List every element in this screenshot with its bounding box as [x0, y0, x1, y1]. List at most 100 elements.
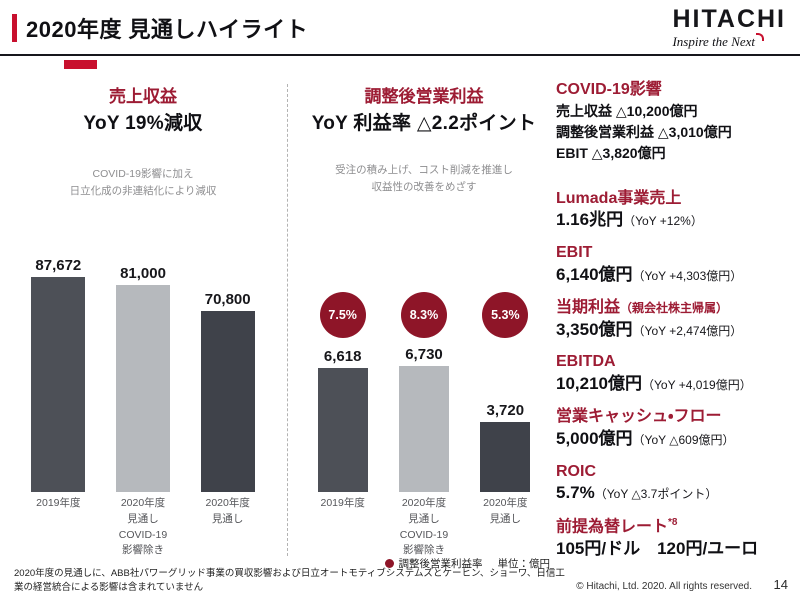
margin-ratio-row: 7.5% 8.3% 5.3%	[302, 292, 546, 338]
margin-ratio-badge: 8.3%	[400, 292, 447, 338]
bar	[200, 311, 255, 492]
bar-value-label: 6,730	[405, 345, 443, 363]
bar-group: 6,618	[302, 342, 383, 492]
axis-category-label: 2019年度	[36, 497, 81, 509]
bar-value-label: 70,800	[204, 291, 251, 309]
page-title: 2020年度 見通しハイライト	[26, 17, 309, 42]
bar	[317, 367, 368, 492]
kpi-heading-footnote-ref: *8	[668, 517, 678, 529]
kpi-panel: COVID-19影響 売上収益 △10,200億円 調整後営業利益 △3,010…	[556, 70, 796, 600]
kpi-item-ebit: EBIT 6,140億円（YoY +4,303億円）	[556, 243, 796, 287]
margin-ratio-slot: 8.3%	[383, 292, 464, 338]
bar	[480, 422, 531, 492]
profit-legend: 調整後営業利益率 単位：億円	[384, 556, 551, 571]
kpi-value: 105円/ドル 120円/ユーロ	[556, 539, 759, 559]
margin-ratio-slot: 7.5%	[302, 292, 383, 338]
kpi-valueline: 1.16兆円（YoY +12%）	[556, 209, 796, 232]
kpi-heading: Lumada事業売上	[556, 189, 682, 207]
bar-value-label: 87,672	[35, 257, 82, 274]
kpi-line: 売上収益 △10,200億円	[556, 102, 698, 119]
title-block: 2020年度 見通しハイライト	[12, 12, 308, 44]
kpi-valueline: 6,140億円（YoY +4,303億円）	[556, 264, 796, 287]
kpi-line: 調整後営業利益 △3,010億円	[556, 124, 732, 141]
profit-chart: 6,618 6,730 3,720	[302, 342, 546, 492]
bar	[31, 277, 86, 492]
profit-heading: 調整後営業利益	[364, 87, 484, 106]
kpi-heading-text: 前提為替レート	[556, 518, 669, 536]
bar	[398, 365, 449, 492]
bar-group: 3,720	[465, 342, 546, 492]
kpi-note: （YoY +4,303億円）	[632, 268, 743, 283]
footnote: 2020年度の見通しに、ABB社パワーグリッド事業の買収影響および日立オートモテ…	[14, 568, 565, 593]
revenue-yoy: YoY 19%減収	[83, 113, 203, 134]
revenue-axis-labels: 2019年度 2020年度 見通し COVID-19 影響除き 2020年度 見…	[16, 496, 270, 559]
tagline-text: Inspire the Next	[672, 34, 756, 49]
kpi-valueline: 3,350億円（YoY +2,474億円）	[556, 319, 796, 342]
kpi-valueline: 5,000億円（YoY △609億円）	[556, 428, 796, 451]
kpi-valueline: 5.7%（YoY △3.7ポイント）	[556, 482, 796, 505]
kpi-heading: 営業キャッシュ・フロー	[556, 407, 722, 425]
copyright: © Hitachi, Ltd. 2020. All rights reserve…	[576, 581, 752, 592]
kpi-heading-text: 当期利益	[556, 298, 621, 316]
legend-dot-icon	[384, 559, 394, 568]
axis-category-label: 2020年度 見通し COVID-19 影響除き	[399, 497, 449, 557]
margin-ratio-badge: 5.3%	[482, 292, 529, 338]
axis-category-label: 2019年度	[320, 497, 365, 509]
kpi-value: 10,210億円	[556, 374, 642, 394]
kpi-value: 5.7%	[556, 483, 595, 503]
revenue-heading: 売上収益	[109, 87, 177, 106]
bar-group: 81,000	[101, 257, 186, 492]
hitachi-tagline: Inspire the Next	[672, 33, 786, 50]
axis-category-label: 2020年度 見通し	[483, 497, 528, 525]
kpi-item-lumada: Lumada事業売上 1.16兆円（YoY +12%）	[556, 189, 796, 233]
kpi-heading: ROIC	[556, 462, 596, 480]
revenue-note: COVID-19影響に加え 日立化成の非連結化により減収	[69, 168, 217, 197]
kpi-value: 1.16兆円	[556, 210, 624, 230]
profit-note: 受注の積み上げ、コスト削減を推進し 収益性の改善をめざす	[335, 164, 513, 193]
profit-section: 調整後営業利益 YoY 利益率 △2.2ポイント 受注の積み上げ、コスト削減を推…	[298, 70, 550, 600]
axis-category-label: 2020年度 見通し COVID-19 影響除き	[118, 497, 168, 557]
page-number: 14	[773, 577, 788, 592]
kpi-valueline: 105円/ドル 120円/ユーロ	[556, 538, 796, 561]
axis-category-label: 2020年度 見通し	[205, 497, 250, 525]
title-accent-bar	[12, 14, 17, 42]
hitachi-logo: HITACHI	[672, 5, 786, 33]
kpi-heading: 当期利益（親会社株主帰属）	[556, 298, 796, 319]
bar-value-label: 6,618	[323, 347, 362, 365]
red-accent-square	[64, 60, 97, 69]
kpi-value: 6,140億円	[556, 264, 633, 284]
tagline-swoosh-icon	[756, 33, 765, 41]
bar-value-label: 81,000	[120, 265, 166, 283]
hitachi-logo-block: HITACHI Inspire the Next	[672, 7, 786, 50]
kpi-item-net-income: 当期利益（親会社株主帰属） 3,350億円（YoY +2,474億円）	[556, 298, 796, 342]
kpi-note: （YoY +12%）	[623, 214, 703, 229]
kpi-heading: COVID-19影響	[556, 81, 662, 98]
bar-value-label: 3,720	[486, 402, 525, 420]
kpi-value: 3,350億円	[556, 319, 633, 339]
slide-header: 2020年度 見通しハイライト HITACHI Inspire the Next	[0, 0, 800, 56]
revenue-section: 売上収益 YoY 19%減収 COVID-19影響に加え 日立化成の非連結化によ…	[12, 70, 274, 600]
kpi-heading: EBITDA	[556, 353, 616, 371]
profit-axis-labels: 2019年度 2020年度 見通し COVID-19 影響除き 2020年度 見…	[302, 496, 546, 559]
kpi-heading-note: （親会社株主帰属）	[620, 300, 729, 315]
kpi-valueline: 10,210億円（YoY +4,019億円）	[556, 373, 796, 396]
kpi-note: （YoY +2,474億円）	[632, 323, 743, 338]
margin-ratio-badge: 7.5%	[319, 292, 366, 338]
kpi-item-exchange-rate: 前提為替レート*8 105円/ドル 120円/ユーロ	[556, 516, 796, 561]
unit-label: 単位：億円	[497, 558, 551, 570]
margin-ratio-slot: 5.3%	[465, 292, 546, 338]
kpi-heading: 前提為替レート*8	[556, 516, 796, 538]
kpi-value: 5,000億円	[556, 428, 633, 448]
bar-group: 87,672	[16, 257, 101, 492]
legend-label: 調整後営業利益率	[398, 558, 483, 570]
bar-group: 6,730	[383, 342, 464, 492]
kpi-item-ebitda: EBITDA 10,210億円（YoY +4,019億円）	[556, 352, 796, 396]
bar	[116, 285, 170, 492]
kpi-line: EBIT △3,820億円	[556, 145, 666, 162]
profit-yoy: YoY 利益率 △2.2ポイント	[311, 113, 537, 134]
kpi-note: （YoY +4,019億円）	[642, 378, 752, 393]
kpi-heading: EBIT	[556, 244, 593, 262]
kpi-note: （YoY △3.7ポイント）	[594, 487, 718, 502]
kpi-item-operating-cash-flow: 営業キャッシュ・フロー 5,000億円（YoY △609億円）	[556, 407, 796, 451]
